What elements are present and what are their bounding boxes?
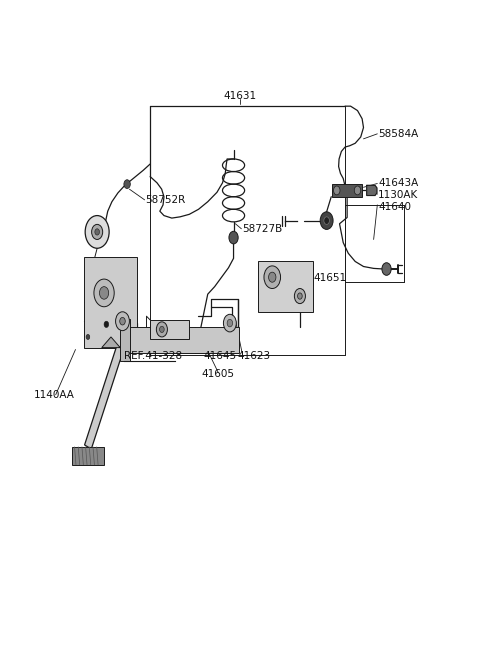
- Bar: [84, 257, 137, 348]
- Circle shape: [86, 335, 90, 339]
- Circle shape: [229, 231, 238, 244]
- Text: 41651: 41651: [314, 273, 347, 283]
- Text: REF.41-328: REF.41-328: [124, 352, 182, 362]
- Text: 41623: 41623: [238, 351, 271, 361]
- Circle shape: [298, 293, 302, 299]
- Circle shape: [99, 287, 108, 299]
- Polygon shape: [367, 185, 377, 195]
- Bar: [258, 261, 313, 312]
- Bar: [129, 327, 239, 353]
- Circle shape: [334, 186, 340, 195]
- Circle shape: [294, 288, 305, 304]
- Circle shape: [320, 212, 333, 229]
- Circle shape: [227, 320, 233, 327]
- Circle shape: [156, 322, 168, 337]
- Polygon shape: [102, 337, 120, 348]
- Circle shape: [95, 229, 99, 235]
- Text: 1140AA: 1140AA: [34, 390, 74, 400]
- Circle shape: [264, 266, 280, 288]
- Text: 41631: 41631: [223, 91, 257, 101]
- Circle shape: [92, 225, 103, 240]
- Circle shape: [159, 326, 164, 333]
- Circle shape: [85, 215, 109, 248]
- Circle shape: [324, 217, 329, 225]
- Circle shape: [104, 321, 108, 328]
- Circle shape: [116, 312, 130, 331]
- Text: 41605: 41605: [202, 369, 235, 379]
- Circle shape: [269, 272, 276, 282]
- Circle shape: [382, 263, 391, 275]
- Bar: [150, 320, 189, 339]
- Text: 58584A: 58584A: [378, 129, 419, 139]
- Circle shape: [94, 279, 114, 307]
- Bar: [72, 447, 104, 464]
- Text: 41643A: 41643A: [378, 178, 419, 188]
- Bar: [120, 320, 131, 361]
- Bar: [332, 184, 362, 196]
- Circle shape: [124, 179, 131, 189]
- Text: 41640: 41640: [378, 202, 411, 212]
- Text: 58727B: 58727B: [242, 224, 283, 234]
- Circle shape: [120, 318, 125, 325]
- Text: 1130AK: 1130AK: [378, 191, 419, 200]
- Circle shape: [354, 186, 361, 195]
- Text: 58752R: 58752R: [145, 195, 186, 205]
- Text: 41645: 41645: [203, 351, 236, 361]
- Circle shape: [223, 314, 236, 332]
- Polygon shape: [84, 346, 123, 449]
